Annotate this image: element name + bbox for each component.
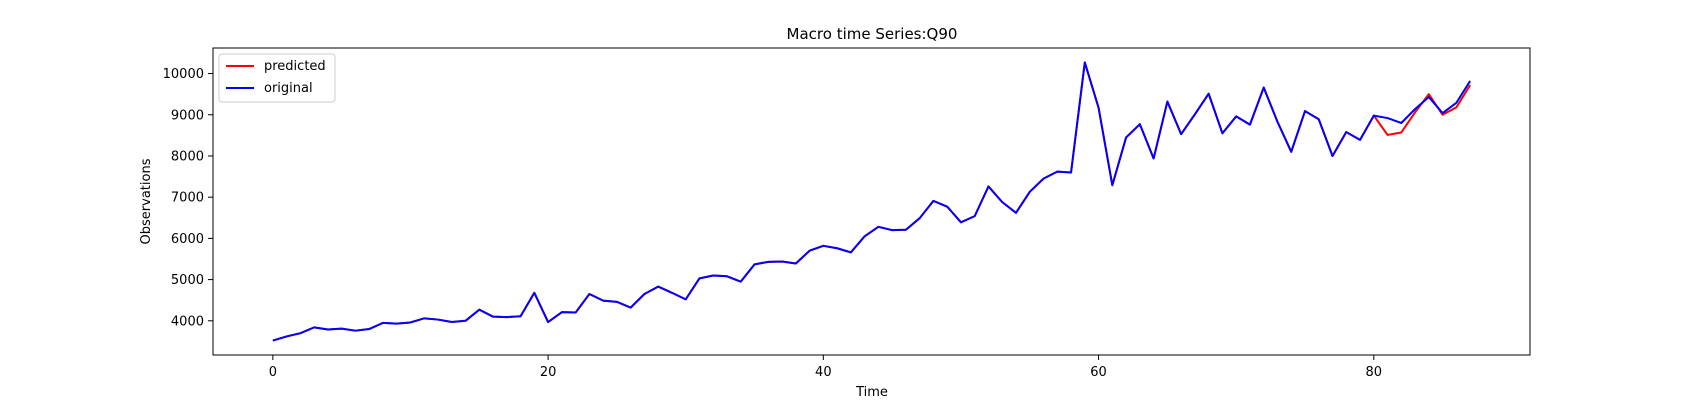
x-tick-label: 0	[269, 365, 277, 380]
axes-frame	[212, 47, 1531, 356]
y-tick-label: 7000	[171, 191, 204, 206]
plot-area	[212, 47, 1531, 356]
y-tick-label: 6000	[171, 232, 204, 247]
y-axis: 4000 5000 6000 7000 8000 9000 10000	[163, 67, 213, 329]
y-tick-label: 8000	[171, 149, 204, 164]
y-tick-label: 9000	[171, 108, 204, 123]
legend: predicted original	[218, 53, 336, 103]
x-axis: 0 20 40 60 80	[269, 355, 1382, 380]
x-tick-label: 80	[1366, 365, 1383, 380]
series-line-original	[272, 61, 1471, 342]
y-tick-label: 10000	[163, 67, 204, 82]
y-axis-label: Observations	[139, 158, 154, 244]
x-tick-label: 40	[815, 365, 832, 380]
y-tick-label: 5000	[171, 273, 204, 288]
x-tick-label: 20	[540, 365, 557, 380]
chart-title: Macro time Series:Q90	[787, 25, 958, 43]
legend-label-predicted: predicted	[264, 59, 326, 74]
x-tick-label: 60	[1090, 365, 1107, 380]
legend-label-original: original	[264, 81, 313, 96]
y-tick-label: 4000	[171, 314, 204, 329]
x-axis-label: Time	[855, 385, 888, 400]
